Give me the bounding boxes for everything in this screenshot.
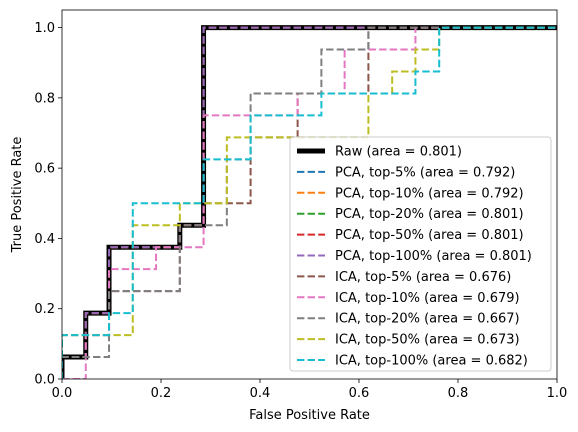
legend-label-pca100: PCA, top-100% (area = 0.801) — [335, 249, 532, 264]
legend-label-pca20: PCA, top-20% (area = 0.801) — [335, 207, 524, 222]
x-tick-label: 0.4 — [250, 386, 271, 401]
x-axis: 0.0 0.2 0.4 0.6 0.8 1.0 — [52, 379, 568, 401]
y-tick-label: 0.6 — [34, 162, 55, 177]
x-tick-label: 0.8 — [448, 386, 469, 401]
x-tick-label: 1.0 — [547, 386, 568, 401]
y-tick-label: 0.0 — [34, 373, 55, 388]
plot-frame — [61, 9, 558, 380]
roc-curve-ica50 — [62, 26, 557, 379]
legend-label-ica50: ICA, top-50% (area = 0.673) — [335, 333, 520, 348]
y-tick-label: 0.4 — [34, 232, 55, 247]
legend-box — [289, 136, 552, 372]
roc-curve-ica100 — [62, 26, 557, 379]
x-tick-label: 0.6 — [349, 386, 370, 401]
legend-label-pca5: PCA, top-5% (area = 0.792) — [335, 165, 515, 180]
legend-label-ica100: ICA, top-100% (area = 0.682) — [335, 354, 528, 369]
legend: Raw (area = 0.801) PCA, top-5% (area = 0.… — [289, 136, 552, 372]
y-axis-label: True Positive Rate — [10, 137, 25, 254]
y-tick-label: 1.0 — [34, 21, 55, 36]
series-layer — [62, 25, 557, 379]
x-tick-label: 0.2 — [151, 386, 172, 401]
roc-curve-ica10 — [62, 26, 557, 379]
legend-label-ica10: ICA, top-10% (area = 0.679) — [335, 291, 520, 306]
legend-label-ica5: ICA, top-5% (area = 0.676) — [335, 270, 511, 285]
x-tick-label: 0.0 — [52, 386, 73, 401]
legend-label-pca50: PCA, top-50% (area = 0.801) — [335, 228, 524, 243]
y-axis: 0.0 0.2 0.4 0.6 0.8 1.0 — [34, 21, 62, 388]
legend-label-pca10: PCA, top-10% (area = 0.792) — [335, 186, 524, 201]
legend-label-ica20: ICA, top-20% (area = 0.667) — [335, 312, 520, 327]
y-tick-label: 0.2 — [34, 302, 55, 317]
legend-label-raw: Raw (area = 0.801) — [335, 145, 462, 160]
x-axis-label: False Positive Rate — [249, 408, 370, 423]
y-tick-label: 0.8 — [34, 91, 55, 106]
